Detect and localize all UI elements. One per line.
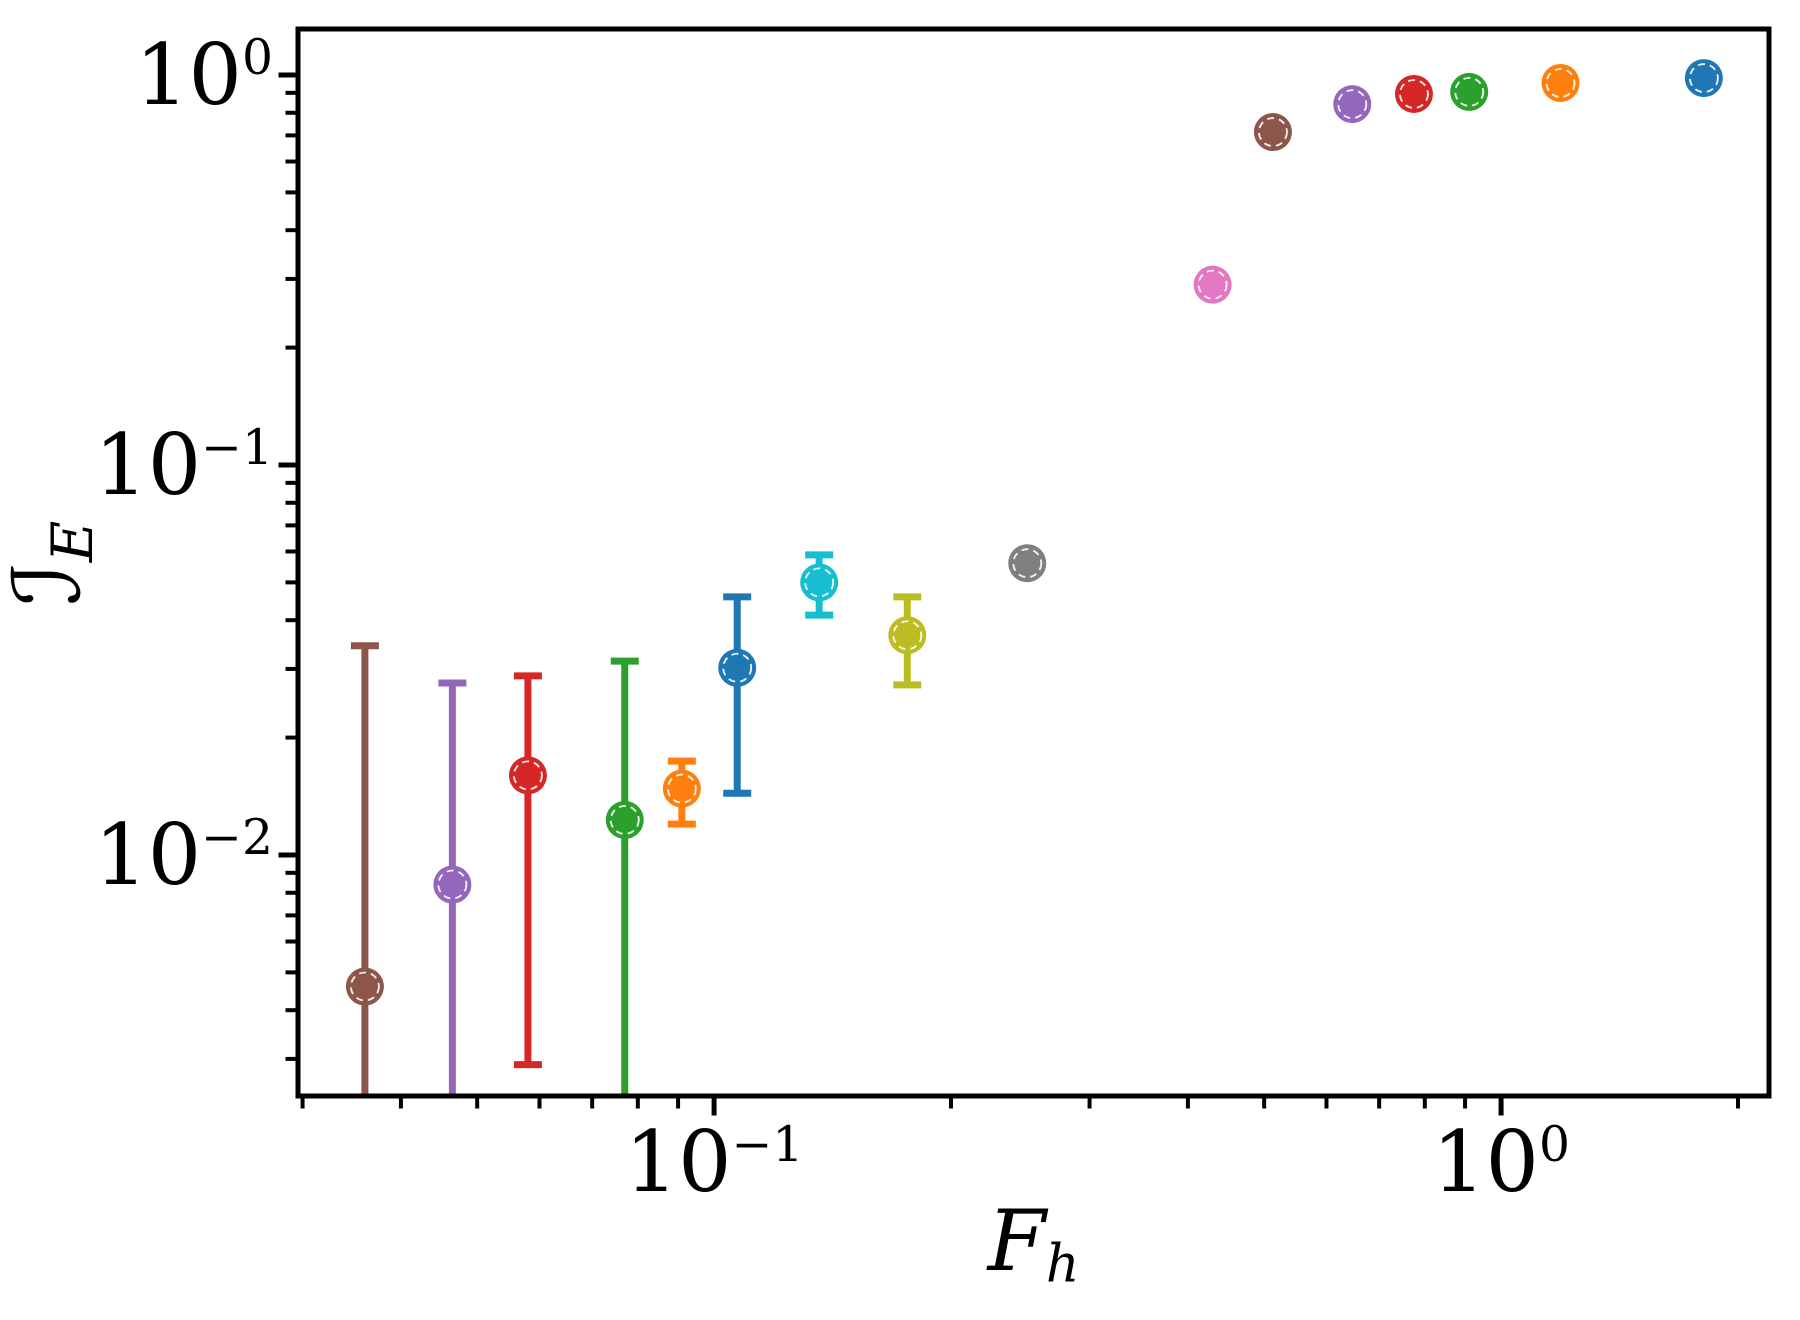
data-point-brown-10 — [1253, 113, 1292, 152]
y-tick-label-1e0: 100 — [135, 25, 273, 124]
y-tick-label-1e-1: 10−1 — [94, 415, 273, 514]
data-point-blue-5 — [718, 593, 757, 797]
data-point-pink-9 — [1193, 265, 1232, 304]
x-tick-label-1e0: 100 — [1432, 1113, 1571, 1211]
data-point-cyan-6 — [800, 551, 839, 619]
x-axis-title: Fh — [987, 1192, 1080, 1295]
data-point-blue-15 — [1684, 59, 1723, 98]
data-point-purple-11 — [1333, 85, 1372, 124]
y-tick-label-1e-2: 10−2 — [94, 805, 273, 904]
axes-spines — [295, 26, 1772, 1099]
data-point-olive-7 — [888, 593, 927, 689]
x-major-ticks — [711, 1096, 1504, 1116]
x-tick-label-1e-1: 10−1 — [624, 1113, 804, 1211]
data-point-purple-1 — [433, 679, 472, 1096]
data-point-brown-0 — [345, 642, 384, 1096]
y-axis-title: ℐE — [0, 520, 106, 605]
data-point-orange-14 — [1541, 63, 1580, 102]
data-point-green-3 — [605, 657, 644, 1096]
data-point-red-2 — [508, 672, 547, 1069]
data-point-green-13 — [1450, 72, 1489, 111]
data-point-red-12 — [1394, 74, 1433, 113]
y-major-ticks — [278, 72, 298, 858]
data-point-orange-4 — [662, 757, 701, 828]
data-point-gray-8 — [1008, 544, 1047, 583]
